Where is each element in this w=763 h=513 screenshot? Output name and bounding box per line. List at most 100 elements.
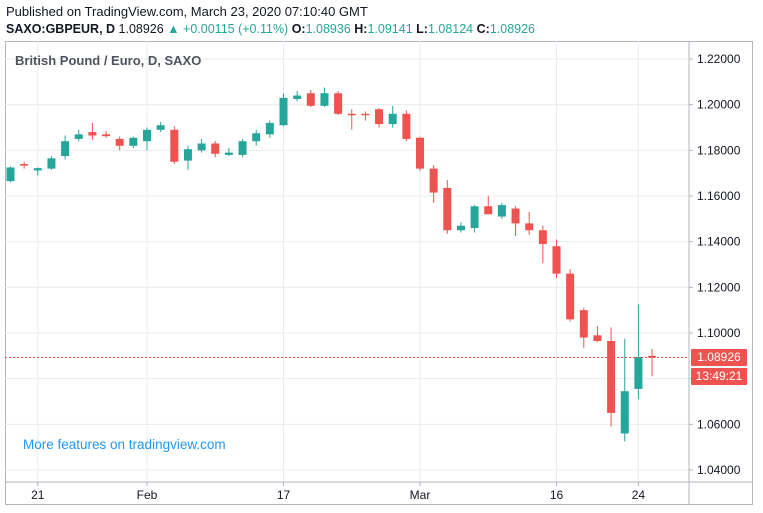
published-caption: Published on TradingView.com, March 23, … [6,4,368,19]
candle-body [102,134,111,137]
candle-body [361,113,370,116]
candle [566,269,575,322]
y-tick-label: 1.18000 [697,143,741,157]
candle-body [634,356,643,389]
candle-body [525,223,534,231]
candle-body [593,335,602,341]
candle [648,348,657,377]
candle [129,136,138,149]
candle [375,108,384,128]
candle-body [620,391,629,434]
candle [470,205,479,233]
candles [6,87,657,442]
candle [593,326,602,343]
candle-body [265,122,274,135]
x-tick-label: 24 [632,488,646,502]
y-tick-label: 1.20000 [697,98,741,112]
candle [456,222,465,233]
candle-body [648,355,657,358]
grid [5,41,689,482]
candle [538,225,547,264]
candle [183,145,192,170]
candle [279,93,288,127]
candle-body [293,95,302,99]
candle [429,165,438,203]
x-tick-label: 16 [550,488,564,502]
candle-body [320,93,329,106]
candle-body [20,164,29,166]
x-tick-label: Feb [137,488,158,502]
candle-body [579,310,588,338]
candle-body [402,113,411,139]
candle-body [115,138,124,146]
more-features-link[interactable]: More features on tradingview.com [23,437,226,452]
x-tick-label: 21 [31,488,45,502]
y-tick-label: 1.22000 [697,52,741,66]
candle-body [470,206,479,228]
low-value: 1.08124 [427,22,474,36]
candle-body [197,143,206,151]
candle-body [170,129,179,162]
y-tick-label: 1.12000 [697,280,741,294]
candle [525,211,534,235]
candle [402,110,411,142]
countdown-label: 13:49:21 [691,367,747,385]
close-label: C: [476,22,490,36]
candle [347,109,356,130]
candle [102,130,111,138]
close-value: 1.08926 [489,22,536,36]
low-label: L: [416,22,428,36]
candle-body [224,152,233,155]
candle [416,136,424,171]
candle-body [429,168,438,193]
candle-body [252,133,261,142]
candle-body [375,109,384,125]
candle-body [607,340,616,413]
y-tick-label: 1.14000 [697,235,741,249]
candle-body [511,208,520,224]
candle [88,122,97,141]
y-tick-label: 1.06000 [697,417,741,431]
candle-body [238,141,247,155]
candle [388,105,397,128]
candle-body [156,125,165,130]
candle [634,304,643,400]
candle [552,239,561,279]
time-axis[interactable]: 21 Feb 17 Mar 16 24 [31,482,645,502]
candle [484,196,493,215]
high-value: 1.09141 [367,22,413,36]
price-axis[interactable]: 1.22000 1.20000 1.18000 1.16000 1.14000 1.120… [689,52,741,477]
candle-body [334,93,343,114]
y-tick-label: 1.04000 [697,463,741,477]
chart-frame [5,41,753,505]
candle [33,167,42,176]
candle [115,136,124,151]
candle [607,327,616,427]
x-tick-label: Mar [410,488,431,502]
candle [238,138,247,158]
high-label: H: [354,22,368,36]
candle-body [74,134,83,139]
candle [211,141,220,158]
candle [74,129,83,142]
candle-body [566,273,575,320]
candle-body [497,205,506,217]
candle [579,307,588,348]
candle [20,161,29,169]
candle-body [6,167,15,182]
candle [306,89,315,107]
candle [334,90,343,115]
candle-body [47,158,56,169]
candle [620,338,629,442]
candle [224,148,233,157]
candle-body [88,132,97,136]
candle [170,126,179,165]
open-value: 1.08936 [305,22,351,36]
candle-body [129,137,138,146]
candle [265,120,274,138]
x-tick-label: 17 [277,488,291,502]
change-value: ▲ +0.00115 (+0.11%) [167,22,289,36]
candle [320,87,329,107]
candle-body [211,143,220,154]
open-label: O: [291,22,306,36]
